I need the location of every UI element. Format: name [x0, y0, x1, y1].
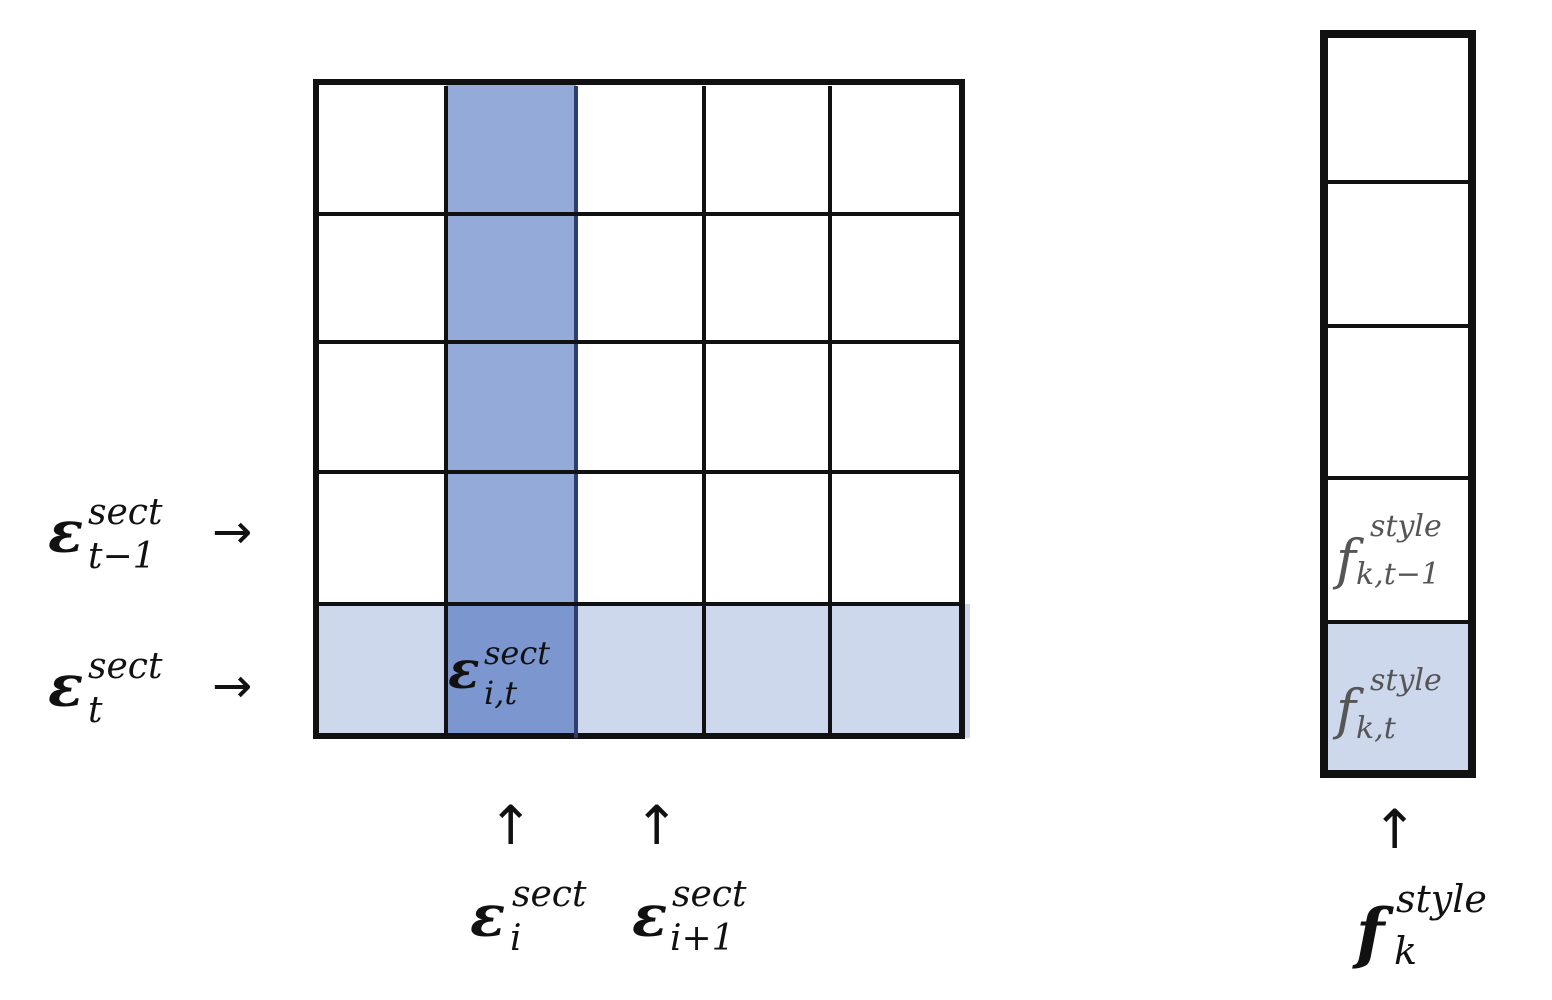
- col-i-sup: sect: [512, 874, 587, 915]
- cell-highlight: [446, 604, 576, 738]
- row-prev-sub: t−1: [88, 536, 156, 577]
- col-i-sub: i: [510, 918, 522, 959]
- row-cur-base: ε: [48, 652, 83, 720]
- row-cur-sup: sect: [88, 646, 163, 687]
- style-vec-base: f: [1352, 894, 1394, 972]
- arrow-up-icon: ↑: [1372, 798, 1417, 861]
- col-i1-sub: i+1: [670, 918, 735, 959]
- row-label-cur: ε sect t →: [48, 646, 252, 731]
- style-vector: [1320, 30, 1476, 778]
- style-prev-sub: k,t−1: [1356, 557, 1440, 592]
- col-i1-base: ε: [632, 882, 667, 950]
- cell-sub: i,t: [484, 674, 517, 712]
- arrow-up-icon: ↑: [634, 794, 679, 857]
- col-i1-sup: sect: [672, 874, 747, 915]
- style-cell-highlight: [1326, 622, 1476, 774]
- col-label-i1: ↑ ε sect i+1: [632, 794, 747, 959]
- row-cur-sub: t: [88, 690, 103, 731]
- cell-sup: sect: [484, 634, 550, 672]
- row-highlight: [316, 604, 970, 738]
- row-label-prev: ε sect t−1 →: [48, 492, 252, 577]
- col-label-i: ↑ ε sect i: [470, 794, 587, 959]
- arrow-right-icon: →: [212, 504, 252, 560]
- style-cur-sup: style: [1370, 663, 1442, 698]
- style-label-prev: f style k,t−1: [1332, 509, 1442, 592]
- cell-base: ε: [448, 640, 480, 701]
- row-prev-sup: sect: [88, 492, 163, 533]
- matrix-grid: [313, 79, 965, 739]
- style-vector-label: ↑ f style k: [1352, 798, 1487, 973]
- arrow-up-icon: ↑: [488, 794, 533, 857]
- style-vec-sub: k: [1394, 929, 1417, 973]
- row-prev-base: ε: [48, 498, 83, 566]
- style-cur-sub: k,t: [1356, 711, 1397, 746]
- matrix-highlights: [316, 84, 970, 738]
- style-prev-sup: style: [1370, 509, 1442, 544]
- arrow-right-icon: →: [212, 658, 252, 714]
- cell-label: ε sect i,t: [448, 634, 550, 712]
- style-vector-border: [1320, 30, 1476, 778]
- style-vec-sup: style: [1396, 877, 1487, 921]
- col-i-base: ε: [470, 882, 505, 950]
